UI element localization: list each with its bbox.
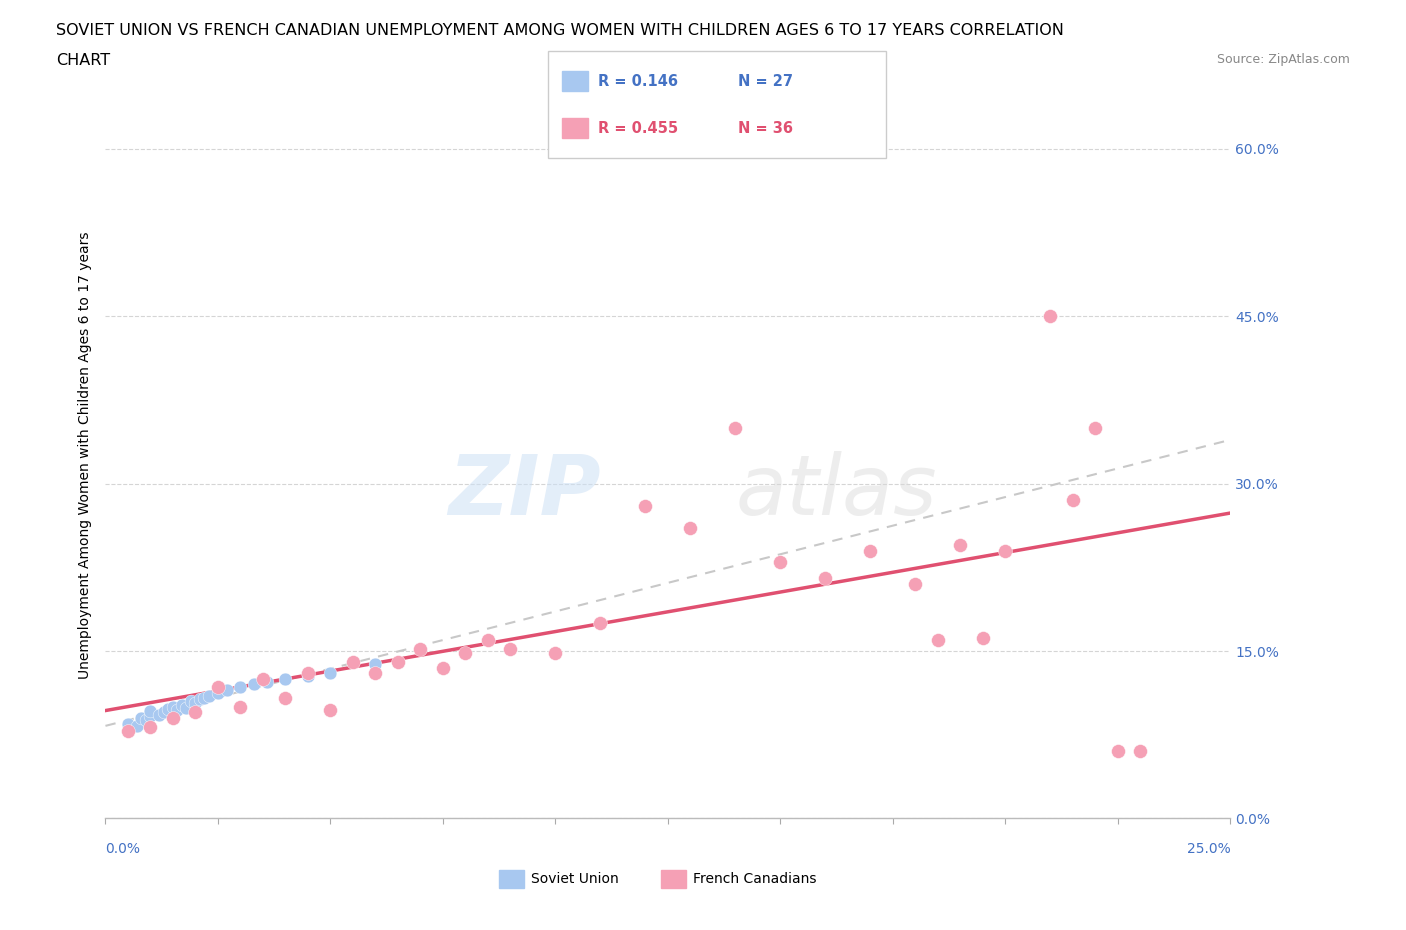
Point [139,709,162,724]
Point [180,694,202,709]
Point [193,690,215,705]
Point [139,704,162,719]
Point [198,688,221,703]
Text: Soviet Union: Soviet Union [531,871,619,886]
Point [1062,493,1084,508]
Point [409,642,432,657]
Point [364,666,387,681]
Text: French Canadians: French Canadians [693,871,817,886]
Text: ZIP: ZIP [447,451,600,533]
Point [125,718,148,733]
Point [589,616,612,631]
Text: CHART: CHART [56,53,110,68]
Point [994,543,1017,558]
Point [634,498,657,513]
Text: Source: ZipAtlas.com: Source: ZipAtlas.com [1216,53,1350,66]
Point [387,655,409,670]
Point [207,686,229,701]
Point [342,655,364,670]
Text: N = 27: N = 27 [738,73,793,88]
Point [117,724,139,738]
Point [297,668,319,683]
Point [319,666,342,681]
Point [243,677,266,692]
Point [117,716,139,731]
Point [769,554,792,569]
Text: R = 0.146: R = 0.146 [598,73,678,88]
Text: SOVIET UNION VS FRENCH CANADIAN UNEMPLOYMENT AMONG WOMEN WITH CHILDREN AGES 6 TO: SOVIET UNION VS FRENCH CANADIAN UNEMPLOY… [56,23,1064,38]
Point [188,692,211,707]
Point [153,705,176,720]
Point [927,632,949,647]
Point [544,645,567,660]
Point [364,657,387,671]
Point [297,666,319,681]
Point [229,699,252,714]
Point [972,631,994,645]
Point [477,632,499,647]
Point [274,690,297,705]
Point [432,660,454,675]
Point [724,420,747,435]
Point [229,679,252,694]
Point [1129,744,1152,759]
Point [135,712,157,727]
Point [319,703,342,718]
Point [148,707,170,722]
Point [274,671,297,686]
Point [162,699,184,714]
Text: 25.0%: 25.0% [1187,842,1230,856]
Point [859,543,882,558]
Y-axis label: Unemployment Among Women with Children Ages 6 to 17 years: Unemployment Among Women with Children A… [77,232,91,680]
Point [252,671,274,686]
Point [215,683,238,698]
Text: 0.0%: 0.0% [105,842,141,856]
Point [176,700,198,715]
Point [166,703,188,718]
Point [904,577,927,591]
Point [814,571,837,586]
Point [499,642,522,657]
Point [139,720,162,735]
Point [170,698,193,712]
Point [454,645,477,660]
Point [1039,309,1062,324]
Point [256,675,278,690]
Point [184,705,207,720]
Text: N = 36: N = 36 [738,121,793,136]
Point [679,521,702,536]
Point [184,696,207,711]
Text: atlas: atlas [735,451,936,533]
Point [162,711,184,725]
Point [1084,420,1107,435]
Point [157,701,180,716]
Point [207,679,229,694]
Text: R = 0.455: R = 0.455 [598,121,678,136]
Point [1107,744,1129,759]
Point [949,538,972,552]
Point [131,711,153,725]
